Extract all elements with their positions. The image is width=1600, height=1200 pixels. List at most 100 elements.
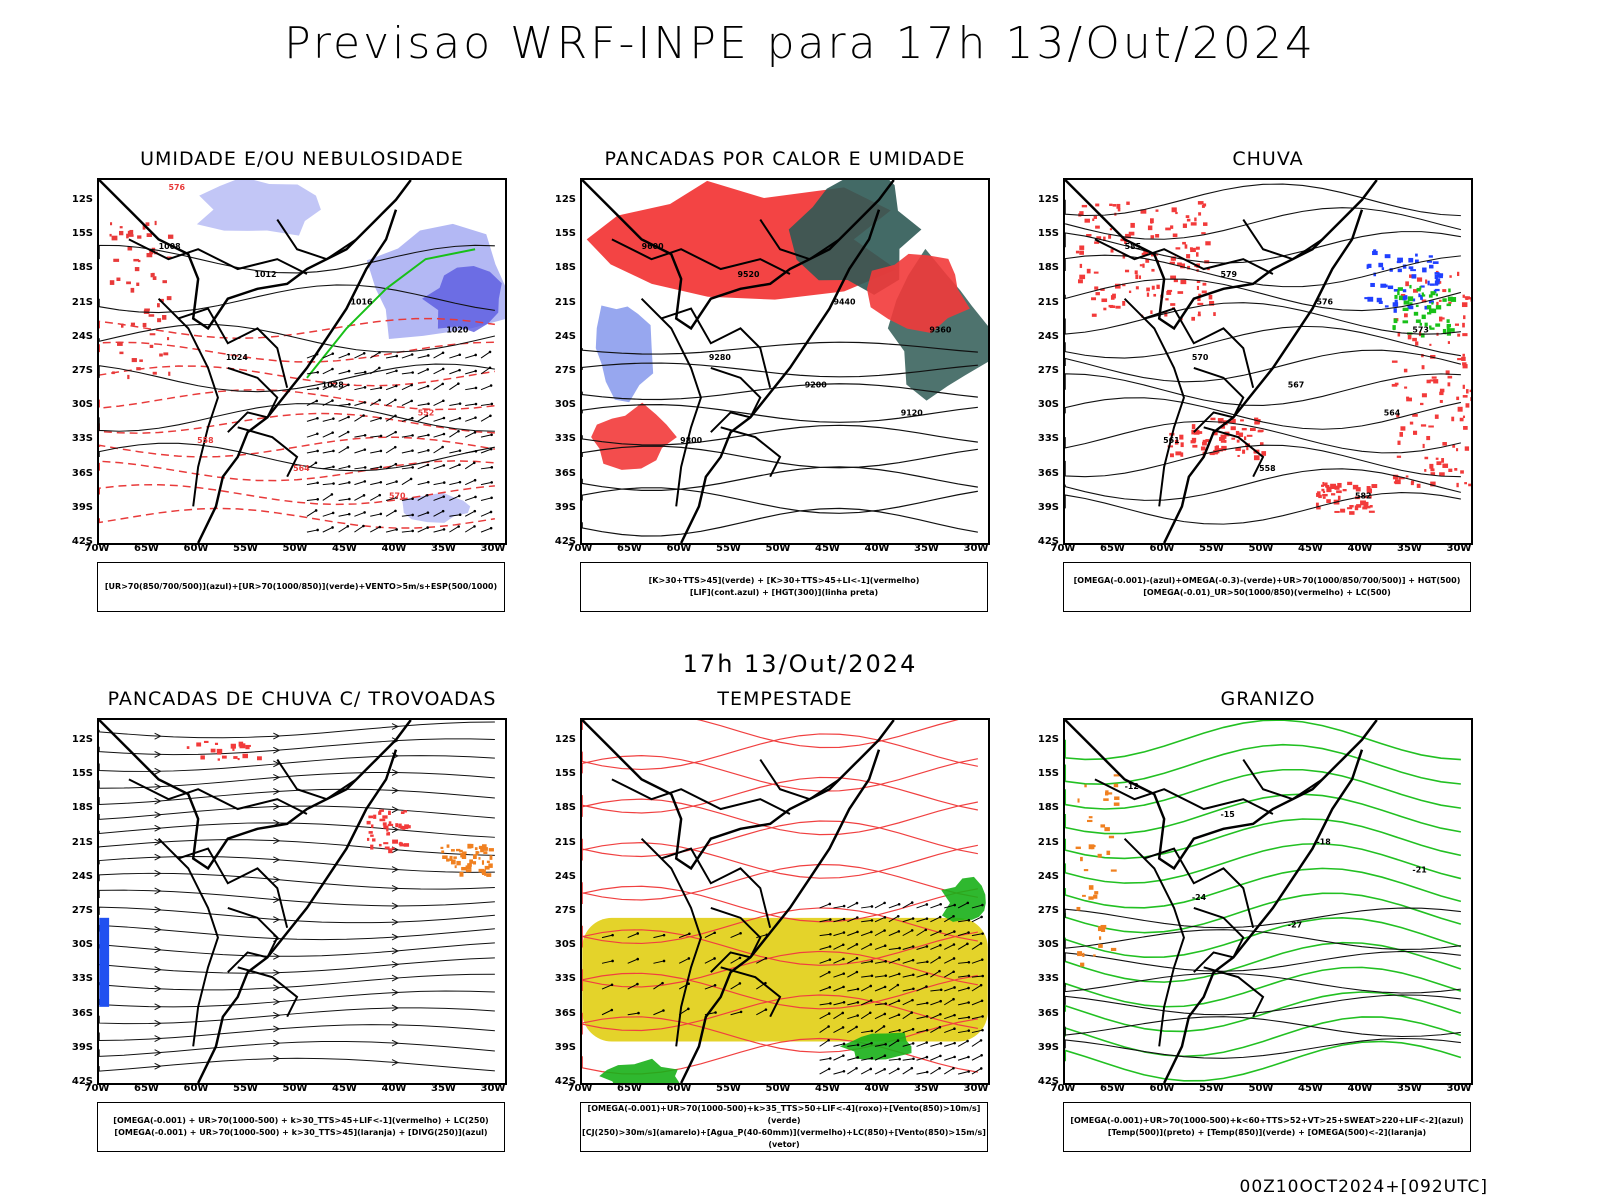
omega-speckle <box>1077 951 1083 957</box>
latitude-label: 42S <box>1037 536 1059 547</box>
streamline-arrow <box>391 806 400 814</box>
wind-vector-head <box>827 1025 830 1028</box>
contour-value-label: -24 <box>1192 893 1207 902</box>
humidity-speckle <box>142 322 147 328</box>
streamline <box>99 942 495 957</box>
rain-speckle <box>1096 236 1102 240</box>
wind-vector <box>354 480 365 486</box>
streamline-arrow <box>273 732 281 740</box>
thunderstorm-speckle <box>478 868 485 873</box>
wind-vector <box>354 466 366 470</box>
wind-vector-head <box>952 943 956 946</box>
wind-vector <box>704 932 715 939</box>
thunderstorm-speckle <box>196 742 202 747</box>
thunderstorm-speckle <box>402 825 406 830</box>
longitude-label: 70W <box>1050 1083 1076 1094</box>
wind-vector <box>916 986 927 992</box>
latitude-label: 39S <box>1037 501 1059 513</box>
wind-vector <box>944 1056 955 1061</box>
omega-speckle <box>1402 320 1409 324</box>
wind-vector-head <box>362 414 365 417</box>
wind-vector <box>943 998 954 1006</box>
wind-vector <box>847 917 858 923</box>
low-level-contour <box>582 885 978 923</box>
longitude-label: 60W <box>183 1083 209 1094</box>
geopotential-contour <box>1065 278 1462 312</box>
wind-vector-head <box>898 946 901 950</box>
wind-vector-head <box>427 402 430 406</box>
rain-speckle <box>1442 442 1447 446</box>
wind-vector <box>957 1040 968 1047</box>
temp-500-contour <box>1065 972 1461 994</box>
rain-speckle <box>1438 299 1442 302</box>
latitude-label: 42S <box>71 1076 93 1087</box>
contour-value-label: 573 <box>1412 325 1429 334</box>
contour-value-label: 9120 <box>901 408 924 417</box>
wind-vector-head <box>981 903 984 907</box>
wind-vector <box>322 494 333 501</box>
wind-vector-head <box>378 525 382 529</box>
wind-vector <box>465 496 476 501</box>
latitude-label: 18S <box>554 802 576 814</box>
rain-speckle <box>1220 440 1227 443</box>
legend-box: [OMEGA(-0.001)-(azul)+OMEGA(-0.3)-(verde… <box>1063 562 1471 612</box>
wind-vector-head <box>411 371 414 374</box>
contour-value-label: 585 <box>1125 242 1142 251</box>
omega-speckle <box>1437 273 1444 277</box>
wind-vector <box>730 982 741 990</box>
state-border <box>710 906 762 973</box>
wind-vector <box>847 1067 857 1075</box>
rain-speckle <box>1394 382 1399 386</box>
wind-vector-head <box>474 369 477 373</box>
wind-vector-head <box>939 999 942 1003</box>
streamline-arrow <box>154 1003 162 1011</box>
rain-speckle <box>1151 285 1155 290</box>
wind-vector <box>417 464 429 470</box>
wind-vector-head <box>347 352 351 356</box>
omega-speckle <box>1435 278 1441 282</box>
longitude-label: 45W <box>815 1083 840 1094</box>
map-canvas <box>99 720 495 1083</box>
thickness-contour <box>99 412 495 434</box>
thunderstorm-speckle <box>230 743 236 749</box>
omega-speckle <box>1429 327 1435 330</box>
wind-vector <box>958 1016 969 1020</box>
wind-vector <box>943 915 954 923</box>
map-panel: TEMPESTADE 12S 15S 18S 21S 24S 27S 30S 33S 36S 39S… <box>520 688 1020 1154</box>
wind-vector-head <box>884 960 887 963</box>
rain-speckle <box>1205 439 1210 443</box>
wind-vector <box>819 1013 830 1020</box>
wind-vector <box>370 450 382 454</box>
map-panel: GRANIZO -12 -15 -18 -21 -24 -27 12S 15S 18S 21S 24S… <box>1003 688 1503 1154</box>
rain-speckle <box>1447 375 1453 379</box>
pressure-isobar <box>99 363 495 393</box>
wind-vector-head <box>316 449 319 453</box>
omega-speckle <box>1402 295 1406 301</box>
omega-speckle <box>1446 319 1450 323</box>
streamline-arrow <box>154 887 162 895</box>
rain-speckle <box>1167 289 1173 292</box>
wind-vector-head <box>739 1010 743 1014</box>
legend-text: [Temp(500)](preto) + [Temp(850)](verde) … <box>1107 1128 1427 1137</box>
wind-vector-head <box>939 943 942 947</box>
wind-vector-head <box>966 1039 969 1043</box>
state-border <box>720 426 782 478</box>
wind-vector-head <box>827 1012 831 1015</box>
streamline-arrow <box>391 723 400 730</box>
wind-vector <box>401 466 413 470</box>
rain-speckle <box>1392 474 1398 480</box>
contour-value-label: 1016 <box>350 298 373 307</box>
rain-speckle <box>1466 389 1469 394</box>
wind-vector <box>902 1058 914 1061</box>
wind-vector <box>401 384 412 391</box>
latitude-label: 27S <box>1037 905 1059 916</box>
rain-speckle <box>1461 356 1466 361</box>
wind-vector-head <box>856 1056 860 1059</box>
wind-vector-head <box>883 1012 887 1016</box>
humidity-speckle <box>126 233 129 239</box>
thunderstorm-speckle <box>392 839 399 844</box>
wind-vector <box>627 1012 639 1016</box>
thunderstorm-speckle <box>210 748 216 753</box>
thunderstorm-speckle <box>442 855 448 859</box>
wind-vector <box>417 527 428 533</box>
